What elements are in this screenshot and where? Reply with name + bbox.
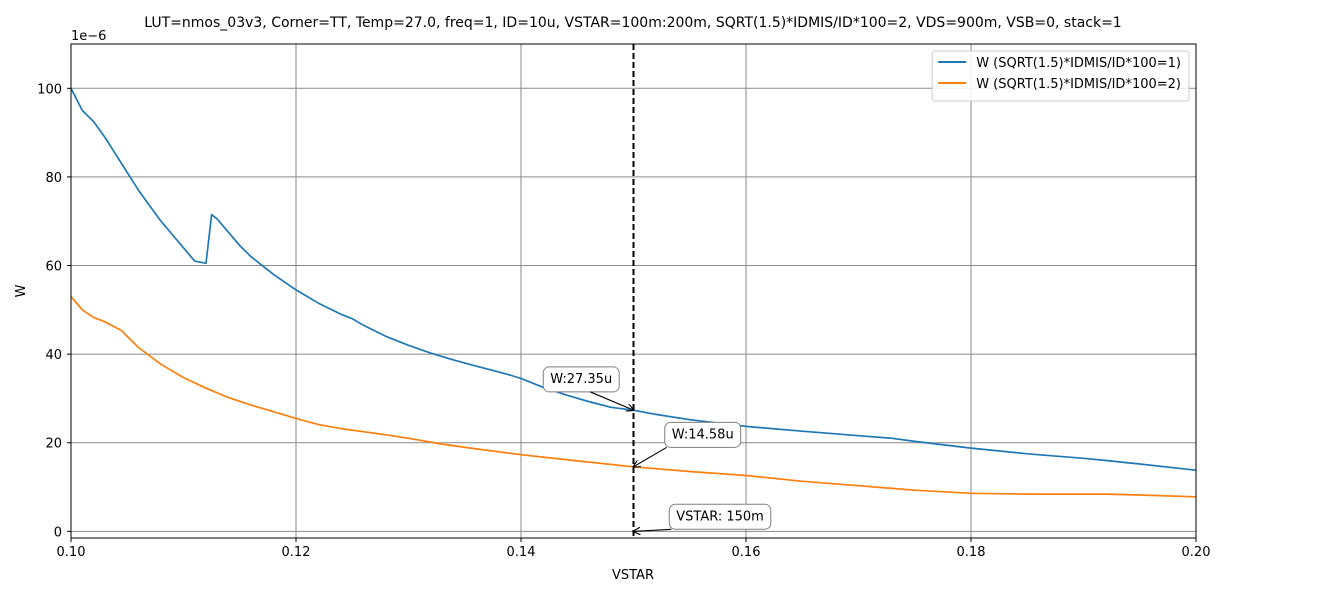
annotation-2: W:14.58u [634,421,742,466]
y-axis: 0 20 40 60 80 100 [37,82,71,540]
x-tick-label: 0.18 [957,545,986,560]
x-tick-label: 0.14 [507,545,536,560]
x-tick-label: 0.10 [57,545,86,560]
x-axis: 0.10 0.12 0.14 0.16 0.18 0.20 [57,538,1211,560]
y-tick-label: 40 [45,348,62,363]
annotation-label: VSTAR: 150m [676,509,764,524]
annotation-box [668,503,772,530]
annotation-arrow [590,391,633,410]
annotation-layer: W:27.35u W:14.58u VSTAR: 150m [542,366,772,531]
x-tick-label: 0.20 [1182,545,1211,560]
y-tick-label: 20 [45,437,62,452]
y-tick-label: 60 [45,260,62,275]
series-line-2 [71,295,1196,498]
x-tick-label: 0.16 [732,545,761,560]
annotation-3: VSTAR: 150m [634,503,772,531]
x-axis-label: VSTAR [612,568,654,583]
y-axis-label: W [14,284,29,297]
chart-title: LUT=nmos_03v3, Corner=TT, Temp=27.0, fre… [144,15,1121,31]
series-layer [71,87,1196,498]
y-tick-label: 100 [37,82,62,97]
annotation-arrow [634,529,672,531]
series-line-1 [71,87,1196,472]
plot-frame [70,43,1197,539]
annotation-box [542,366,620,393]
y-tick-label: 80 [45,171,62,186]
annotation-1: W:27.35u [542,366,633,410]
legend-frame [931,50,1190,102]
x-tick-label: 0.12 [282,545,311,560]
y-tick-label: 0 [54,525,62,540]
annotation-arrow [634,446,668,466]
annotation-box [664,421,742,448]
annotation-label: W:14.58u [672,427,734,442]
annotation-label: W:27.35u [550,372,612,387]
legend-label: W (SQRT(1.5)*IDMIS/ID*100=2) [976,77,1181,92]
legend: W (SQRT(1.5)*IDMIS/ID*100=1) W (SQRT(1.5)… [931,50,1190,102]
legend-label: W (SQRT(1.5)*IDMIS/ID*100=1) [976,56,1181,71]
y-offset-text: 1e−6 [71,29,106,44]
